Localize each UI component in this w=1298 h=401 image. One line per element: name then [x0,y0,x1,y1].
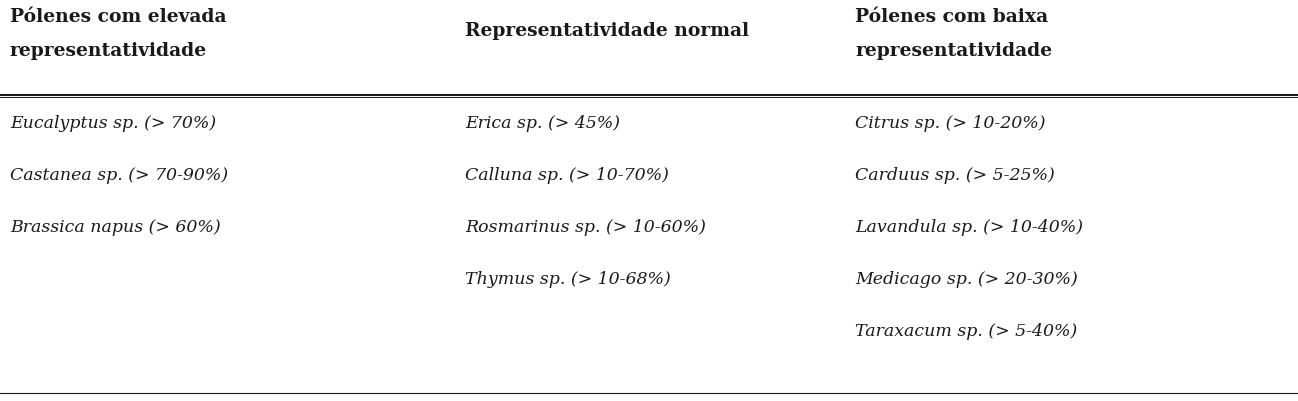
Text: representatividade: representatividade [855,42,1053,60]
Text: Brassica napus (> 60%): Brassica napus (> 60%) [10,219,221,236]
Text: Medicago sp. (> 20-30%): Medicago sp. (> 20-30%) [855,271,1077,288]
Text: Lavandula sp. (> 10-40%): Lavandula sp. (> 10-40%) [855,219,1083,236]
Text: Taraxacum sp. (> 5-40%): Taraxacum sp. (> 5-40%) [855,323,1077,340]
Text: Rosmarinus sp. (> 10-60%): Rosmarinus sp. (> 10-60%) [465,219,706,236]
Text: Carduus sp. (> 5-25%): Carduus sp. (> 5-25%) [855,167,1055,184]
Text: Pólenes com baixa: Pólenes com baixa [855,8,1047,26]
Text: Erica sp. (> 45%): Erica sp. (> 45%) [465,115,620,132]
Text: Thymus sp. (> 10-68%): Thymus sp. (> 10-68%) [465,271,671,288]
Text: Eucalyptus sp. (> 70%): Eucalyptus sp. (> 70%) [10,115,217,132]
Text: Citrus sp. (> 10-20%): Citrus sp. (> 10-20%) [855,115,1045,132]
Text: Pólenes com elevada: Pólenes com elevada [10,8,226,26]
Text: representatividade: representatividade [10,42,208,60]
Text: Castanea sp. (> 70-90%): Castanea sp. (> 70-90%) [10,167,228,184]
Text: Calluna sp. (> 10-70%): Calluna sp. (> 10-70%) [465,167,668,184]
Text: Representatividade normal: Representatividade normal [465,22,749,40]
